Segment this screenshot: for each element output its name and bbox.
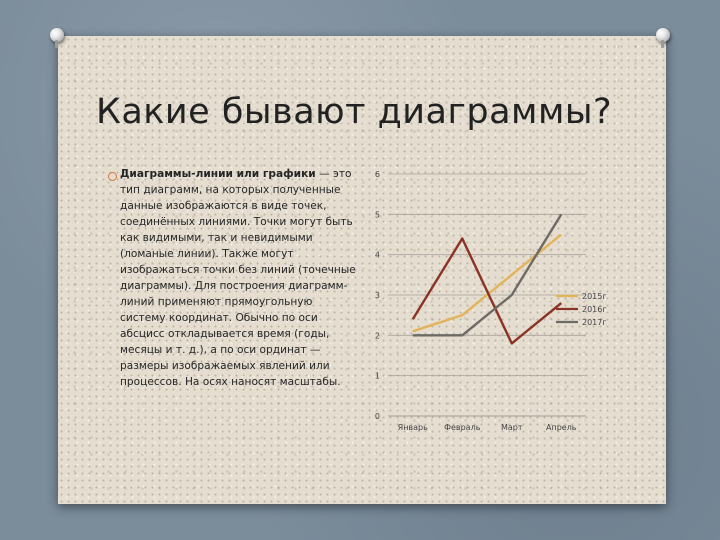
pushpin-icon-top-left xyxy=(50,28,64,48)
x-axis-ticks: Январь Февраль Март Апрель xyxy=(398,423,577,432)
bullet-paragraph: Диаграммы-линии или графики — это тип ди… xyxy=(120,166,356,390)
y-tick-label: 2 xyxy=(375,331,380,340)
chart-series-lines xyxy=(411,213,563,345)
slide-title: Какие бывают диаграммы? xyxy=(96,92,613,132)
chart-legend: 2015г 2016г 2017г xyxy=(556,292,607,327)
x-tick-label: Февраль xyxy=(444,423,481,432)
y-tick-label: 6 xyxy=(375,170,380,179)
y-tick-label: 4 xyxy=(375,251,380,260)
y-tick-label: 1 xyxy=(375,372,380,381)
legend-label: 2017г xyxy=(582,318,607,327)
x-tick-label: Март xyxy=(501,423,523,432)
y-axis-ticks: 0 1 2 3 4 5 6 xyxy=(375,170,380,421)
bullet-bold-term: Диаграммы-линии или графики xyxy=(120,168,316,180)
bullet-circle-icon xyxy=(108,172,117,181)
bullet-description: — это тип диаграмм, на которых полученны… xyxy=(120,168,356,388)
slide-card xyxy=(58,36,666,504)
pushpin-icon-top-right xyxy=(656,28,670,48)
chart-gridlines xyxy=(388,173,586,417)
x-tick-label: Апрель xyxy=(546,423,577,432)
series-line xyxy=(411,237,563,345)
x-tick-label: Январь xyxy=(398,423,428,432)
series-line xyxy=(412,213,563,337)
legend-label: 2016г xyxy=(582,305,607,314)
y-tick-label: 5 xyxy=(375,210,380,219)
y-tick-label: 3 xyxy=(375,291,380,300)
legend-label: 2015г xyxy=(582,292,607,301)
y-tick-label: 0 xyxy=(375,412,380,421)
